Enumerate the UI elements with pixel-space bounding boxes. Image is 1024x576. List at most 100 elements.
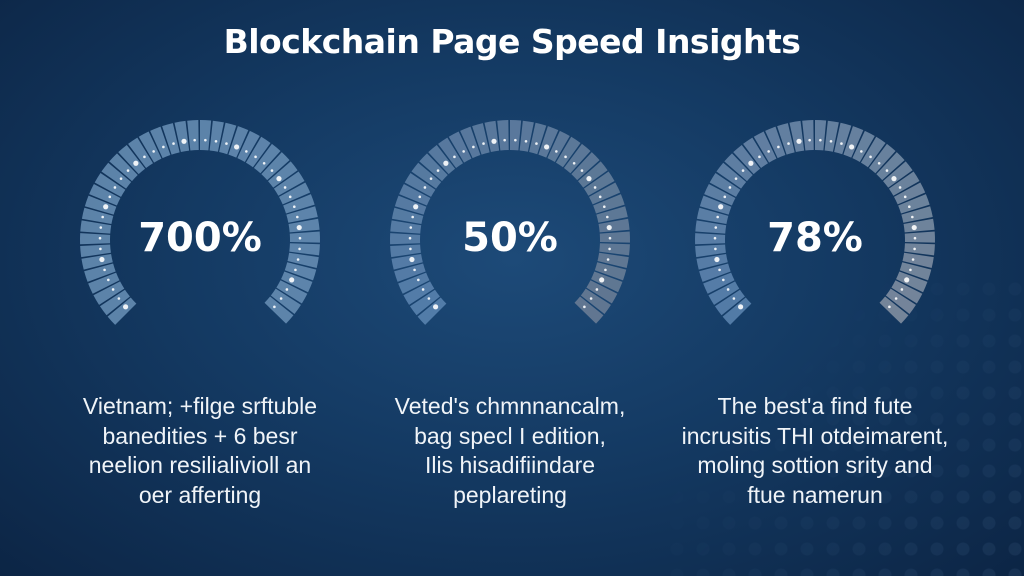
gauge-dot: [738, 304, 744, 310]
gauge-dot: [598, 195, 602, 199]
gauge-segment: [868, 143, 896, 174]
gauge-segment: [547, 130, 570, 162]
gauge-dot: [606, 215, 609, 219]
gauge-dot: [417, 278, 420, 282]
gauge-segment: [891, 280, 923, 304]
gauge-dot: [409, 247, 412, 251]
gauge-dot: [482, 142, 485, 145]
gauge-segment: [93, 281, 125, 305]
gauge-segment: [709, 172, 741, 197]
gauge-dot: [911, 258, 915, 261]
gauge-dot: [193, 138, 196, 142]
gauge-segment: [879, 296, 909, 324]
gauge-dot: [891, 176, 897, 182]
gauge-dot: [204, 138, 207, 142]
gauge-segment: [893, 182, 926, 205]
gauge-segment: [109, 153, 138, 182]
gauge-dot: [608, 236, 612, 240]
gauge-value: 50%: [462, 215, 558, 261]
gauge-segment: [789, 120, 805, 153]
gauge-dot: [254, 155, 257, 159]
gauge-dot: [418, 195, 422, 199]
gauge-value: 700%: [138, 215, 262, 261]
gauge-dot: [904, 277, 910, 283]
gauge-dot: [589, 297, 593, 300]
gauge-segment: [101, 162, 132, 189]
gauge-dot: [714, 256, 720, 263]
gauge-dot: [101, 215, 104, 219]
gauge-dot: [107, 278, 110, 282]
gauge-dot: [758, 155, 761, 159]
gauge-dot: [429, 177, 433, 180]
gauge-dot: [273, 305, 276, 309]
gauge-segment: [597, 252, 629, 269]
gauge-segment: [219, 122, 237, 155]
gauge-segment: [81, 254, 113, 270]
gauge-segment: [253, 143, 281, 174]
gauge-segment: [390, 244, 421, 258]
gauge-dot: [294, 268, 297, 272]
gauge-dot: [103, 204, 109, 210]
gauge-segment: [390, 233, 421, 245]
gauge-dot: [713, 236, 717, 240]
gauge-dot: [143, 155, 146, 159]
gauge-segment: [417, 297, 447, 325]
gauge-dot: [535, 142, 538, 145]
gauge-dot: [606, 258, 610, 261]
gauge-segment: [228, 126, 249, 158]
gauge-segment: [289, 243, 320, 256]
gauge-segment: [571, 152, 600, 181]
gauge-segment: [902, 252, 934, 269]
gauge-segment: [594, 262, 627, 281]
gauge-segment: [591, 271, 623, 293]
gauge-segment: [162, 123, 180, 155]
gauge-dot: [288, 195, 292, 199]
gauge-dot: [913, 236, 917, 240]
gauge-arc: [80, 120, 320, 325]
gauge-segment: [448, 131, 472, 163]
gauge-segment: [699, 263, 731, 282]
gauge-dot: [245, 150, 248, 153]
gauge-dot: [909, 268, 912, 272]
description-line: Vietnam; +filge srftuble: [82, 393, 318, 419]
background-dot-pattern: [664, 276, 1024, 576]
gauge-dot: [718, 204, 724, 210]
gauge-segment: [261, 152, 290, 181]
page-title: Blockchain Page Speed Insights: [223, 22, 801, 61]
gauge-segment: [765, 126, 786, 159]
gauge-dot: [99, 226, 103, 229]
gauge-segment: [578, 161, 608, 188]
gauge-dot: [777, 145, 780, 149]
gauge-segment: [403, 281, 435, 305]
gauge-segment: [716, 162, 747, 189]
gauge-dot: [270, 169, 274, 172]
gauge-segment: [733, 144, 761, 175]
gauge-dot: [421, 288, 425, 291]
gauge-segment: [860, 136, 886, 168]
gauge-dot: [595, 288, 599, 291]
gauge-dot: [593, 186, 597, 189]
gauge-dot: [409, 256, 415, 263]
gauge-dot: [172, 142, 175, 145]
gauge-segment: [187, 120, 199, 151]
gauge-segment: [876, 152, 905, 181]
gauge-segment: [484, 120, 500, 153]
gauge-segment: [80, 233, 111, 245]
gauge-dot: [819, 138, 822, 142]
gauge-segment: [708, 281, 740, 305]
gauge-segment: [411, 162, 442, 189]
gauge-segment: [409, 289, 440, 316]
gauge-dot: [599, 277, 605, 283]
gauge-dot: [413, 268, 416, 272]
gauge-segment: [200, 120, 212, 151]
gauge-segment: [281, 271, 313, 293]
gauge-segment: [286, 206, 318, 223]
gauge-dot: [913, 247, 916, 251]
gauge-dot: [296, 224, 302, 231]
gauge-dot: [214, 139, 218, 143]
gauge-segment: [583, 171, 615, 196]
gauge-segment: [588, 182, 621, 205]
gauge-segment: [394, 195, 427, 215]
gauge-dot: [544, 144, 550, 150]
gauge-segment: [596, 206, 628, 223]
